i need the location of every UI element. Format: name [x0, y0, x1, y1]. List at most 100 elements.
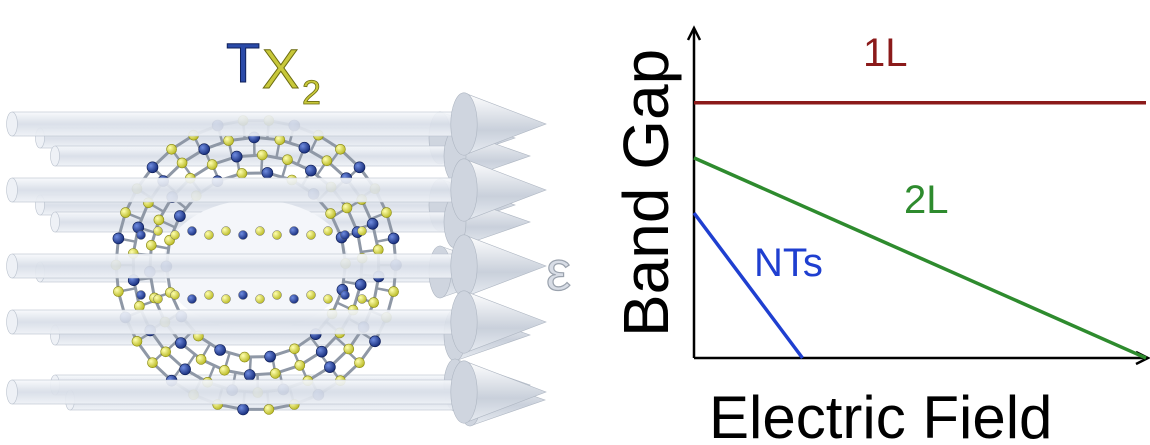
chalcogen-atom — [146, 240, 157, 251]
field-arrow — [6, 158, 547, 222]
chalcogen-atom — [195, 354, 207, 365]
chalcogen-atom — [368, 297, 380, 308]
metal-atom — [354, 278, 367, 291]
chalcogen-atom — [166, 144, 177, 155]
chart-series — [692, 101, 1147, 360]
metal-atom — [264, 350, 276, 363]
wall-atom — [255, 226, 265, 236]
metal-atom — [298, 141, 311, 154]
wall-atom — [136, 290, 146, 300]
metal-atom — [230, 150, 243, 163]
chalcogen-atom — [325, 208, 336, 219]
wall-atom — [272, 290, 282, 300]
metal-atom — [353, 161, 366, 174]
wall-atom — [340, 230, 350, 240]
chalcogen-atom — [263, 404, 275, 415]
chalcogen-atom — [321, 155, 333, 166]
series-label-1L: 1L — [863, 31, 908, 75]
chalcogen-atom — [147, 357, 158, 369]
wall-atom — [289, 226, 299, 236]
metal-atom — [214, 344, 226, 356]
chalcogen-atom — [274, 134, 286, 146]
wall-atom — [170, 290, 180, 300]
electric-field-arrows-front — [6, 92, 547, 424]
chalcogen-atom — [120, 207, 131, 218]
chalcogen-atom — [239, 351, 250, 363]
series-label-NTs: NTs — [754, 241, 823, 285]
chalcogen-atom — [113, 286, 124, 297]
chalcogen-atom — [256, 149, 268, 161]
wall-atom — [238, 230, 248, 240]
metal-atom — [369, 335, 381, 348]
series-line-2L — [693, 156, 1147, 360]
wall-atom — [323, 226, 333, 236]
wall-atom — [187, 294, 197, 304]
series-label-2L: 2L — [904, 178, 949, 222]
chalcogen-atom — [153, 214, 165, 226]
wall-atom — [306, 290, 316, 300]
chalcogen-atom — [372, 244, 384, 256]
wall-atom — [340, 290, 350, 300]
x-axis-label: Electric Field — [709, 384, 1052, 445]
chart-axes — [686, 25, 1150, 366]
chalcogen-atom — [160, 346, 171, 358]
formula-subscript: 2 — [302, 74, 321, 112]
wall-atom — [153, 294, 163, 304]
chalcogen-atom — [341, 202, 353, 214]
metal-atom — [315, 345, 328, 358]
chalcogen-atom — [206, 159, 218, 170]
metal-atom — [324, 361, 336, 373]
wall-atom — [357, 226, 367, 236]
chalcogen-atom — [236, 168, 248, 179]
metal-atom — [174, 210, 186, 222]
metal-atom — [198, 143, 210, 155]
chalcogen-atom — [289, 343, 300, 355]
chalcogen-atom — [269, 368, 281, 379]
field-arrow — [6, 290, 547, 354]
metal-atom — [305, 164, 317, 177]
wall-atom — [289, 294, 299, 304]
series-line-NTs — [692, 211, 804, 360]
metal-atom — [366, 218, 379, 230]
chalcogen-atom — [381, 207, 392, 218]
field-symbol-epsilon: ε — [546, 239, 571, 302]
wall-atom — [357, 294, 367, 304]
chalcogen-atom — [388, 286, 399, 297]
field-arrow — [6, 360, 547, 424]
wall-atom — [136, 230, 146, 240]
wall-atom — [204, 230, 214, 240]
chalcogen-atom — [282, 154, 293, 165]
metal-atom — [175, 337, 187, 349]
wall-atom — [238, 290, 248, 300]
chalcogen-atom — [343, 343, 355, 355]
y-axis-arrowhead — [686, 25, 702, 41]
wall-atom — [221, 294, 231, 304]
wall-atom — [170, 230, 180, 240]
wall-atom — [221, 226, 231, 236]
formula-T: T — [226, 31, 260, 94]
field-arrow — [6, 92, 547, 156]
wall-atom — [204, 290, 214, 300]
wall-atom — [187, 226, 197, 236]
chalcogen-atom — [131, 335, 143, 347]
nanotube-field-illustration: T TX X 2 ε — [6, 31, 572, 427]
wall-atom — [153, 226, 163, 236]
chalcogen-atom — [354, 357, 365, 369]
wall-atom — [272, 230, 282, 240]
chalcogen-atom — [335, 144, 346, 155]
wall-atom — [255, 294, 265, 304]
metal-atom — [243, 369, 256, 381]
field-arrow — [6, 234, 547, 298]
metal-atom — [237, 403, 249, 416]
chalcogen-atom — [223, 135, 234, 146]
wall-atom — [323, 294, 333, 304]
band-gap-chart: Band Gap Electric Field 1L 2L NTs — [610, 25, 1150, 445]
y-axis-label: Band Gap — [610, 49, 682, 337]
metal-atom — [261, 167, 274, 179]
formula-X-letter: X — [262, 37, 299, 100]
metal-atom — [112, 232, 125, 245]
metal-atom — [179, 363, 191, 376]
chalcogen-atom — [294, 360, 306, 371]
chalcogen-atom — [219, 364, 230, 376]
metal-atom — [146, 161, 159, 174]
